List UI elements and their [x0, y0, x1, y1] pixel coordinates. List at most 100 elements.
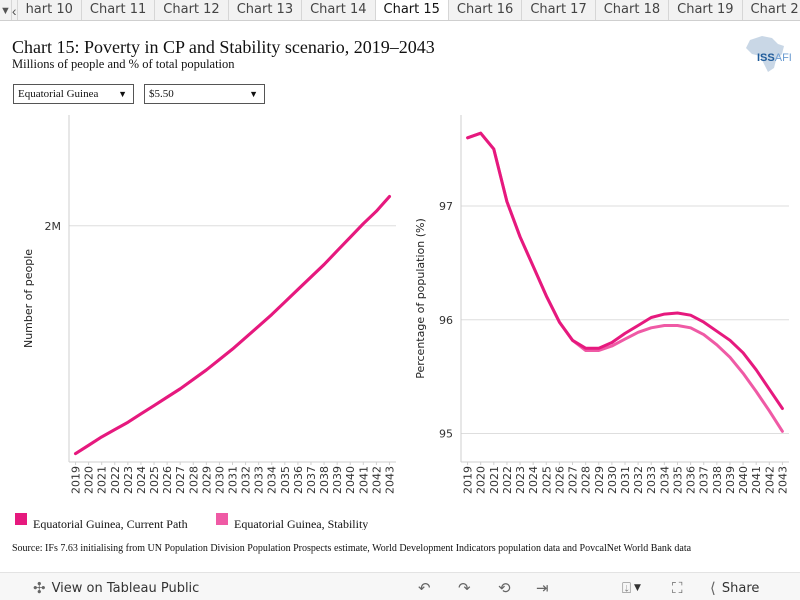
x-tick-label: 2027 [174, 466, 187, 494]
undo-icon: ↶ [418, 579, 431, 597]
x-tick-label: 2041 [357, 466, 370, 494]
redo-icon: ↷ [458, 579, 471, 597]
fullscreen-icon: ⛶ [672, 579, 683, 597]
tab-item[interactable]: Chart 19 [669, 0, 743, 20]
x-tick-label: 2026 [553, 466, 566, 494]
x-tick-label: 2034 [266, 466, 279, 494]
y-tick-label: 97 [439, 200, 453, 213]
y-axis-title: Percentage of population (%) [414, 218, 427, 379]
logo-wordmark: ISSAFI [757, 52, 792, 64]
threshold-select[interactable]: $5.50 ▼ [144, 84, 265, 104]
view-on-tableau-label: View on Tableau Public [51, 580, 200, 596]
tab-item[interactable]: hart 10 [18, 0, 82, 20]
threshold-select-value: $5.50 [149, 88, 174, 100]
x-tick-label: 2020 [475, 466, 488, 494]
y-tick-label: 2M [45, 220, 62, 233]
x-tick-label: 2033 [253, 466, 266, 494]
forward-icon: ⇥ [536, 579, 549, 597]
x-tick-label: 2028 [187, 466, 200, 494]
country-select[interactable]: Equatorial Guinea ▼ [13, 84, 134, 104]
tab-item[interactable]: Chart 11 [82, 0, 156, 20]
x-tick-label: 2042 [370, 466, 383, 494]
tableau-logo-icon: ✣ [33, 579, 46, 597]
tab-scroll-left-icon[interactable]: ‹ [12, 0, 18, 20]
x-tick-label: 2038 [318, 466, 331, 494]
series-line-stability[interactable] [466, 131, 784, 433]
share-button[interactable]: ⟨ Share [710, 579, 759, 597]
x-tick-label: 2019 [462, 466, 475, 494]
x-tick-label: 2031 [619, 466, 632, 494]
x-tick-label: 2022 [501, 466, 514, 494]
revert-icon: ⟲ [498, 579, 511, 597]
x-tick-label: 2029 [593, 466, 606, 494]
chevron-down-icon: ▼ [249, 89, 258, 99]
y-axis-title: Number of people [22, 249, 35, 348]
x-tick-label: 2037 [698, 466, 711, 494]
revert-button[interactable]: ⟲ [498, 579, 511, 597]
x-tick-label: 2024 [527, 466, 540, 494]
download-button[interactable]: ⍗ ▼ [622, 579, 641, 597]
legend-swatch-stability [216, 513, 228, 525]
x-tick-label: 2043 [776, 466, 789, 494]
tab-item[interactable]: Chart 15 [375, 0, 449, 20]
logo-text-accent: AFI [774, 52, 792, 64]
x-tick-label: 2026 [161, 466, 174, 494]
share-icon: ⟨ [710, 579, 716, 597]
x-tick-label: 2021 [488, 466, 501, 494]
country-select-value: Equatorial Guinea [18, 88, 99, 100]
x-tick-label: 2042 [763, 466, 776, 494]
x-tick-label: 2043 [383, 466, 396, 494]
x-tick-label: 2039 [331, 466, 344, 494]
x-tick-label: 2035 [671, 466, 684, 494]
tab-item[interactable]: Chart 14 [302, 0, 376, 20]
tab-item[interactable]: Chart 12 [155, 0, 229, 20]
legend-label-current-path: Equatorial Guinea, Current Path [33, 517, 188, 530]
x-tick-label: 2020 [83, 466, 96, 494]
x-tick-label: 2037 [305, 466, 318, 494]
x-tick-label: 2027 [567, 466, 580, 494]
x-tick-label: 2022 [109, 466, 122, 494]
x-tick-label: 2036 [685, 466, 698, 494]
x-tick-label: 2038 [711, 466, 724, 494]
source-note: Source: IFs 7.63 initialising from UN Po… [12, 543, 692, 554]
x-tick-label: 2035 [279, 466, 292, 494]
tab-item[interactable]: Chart 16 [449, 0, 523, 20]
x-tick-label: 2025 [148, 466, 161, 494]
series-line-stability[interactable] [74, 195, 391, 456]
series-line-current-path[interactable] [74, 195, 391, 456]
x-tick-label: 2030 [606, 466, 619, 494]
download-icon: ⍗ [622, 579, 632, 597]
forward-button[interactable]: ⇥ [536, 579, 549, 597]
x-tick-label: 2029 [200, 466, 213, 494]
y-tick-label: 96 [439, 314, 453, 327]
tab-item[interactable]: Chart 17 [522, 0, 596, 20]
x-tick-label: 2039 [724, 466, 737, 494]
legend-item-current-path[interactable]: Equatorial Guinea, Current Path [15, 512, 188, 530]
tab-item[interactable]: Chart 18 [596, 0, 670, 20]
page-subtitle: Millions of people and % of total popula… [12, 57, 235, 71]
tab-strip: ▼ ‹ hart 10 Chart 11 Chart 12 Chart 13 Chart… [0, 0, 800, 21]
x-tick-label: 2024 [135, 466, 148, 494]
x-tick-label: 2030 [213, 466, 226, 494]
legend-item-stability[interactable]: Equatorial Guinea, Stability [216, 512, 368, 530]
x-tick-label: 2034 [658, 466, 671, 494]
chevron-down-icon: ▼ [634, 583, 641, 593]
x-tick-label: 2032 [632, 466, 645, 494]
tab-menu-dropdown-icon[interactable]: ▼ [0, 0, 12, 20]
tab-item[interactable]: Chart 13 [229, 0, 303, 20]
x-tick-label: 2019 [70, 466, 83, 494]
view-on-tableau-link[interactable]: ✣ View on Tableau Public [33, 579, 199, 597]
x-tick-label: 2021 [96, 466, 109, 494]
x-tick-label: 2032 [240, 466, 253, 494]
undo-button[interactable]: ↶ [418, 579, 431, 597]
chevron-down-icon: ▼ [118, 89, 127, 99]
share-label: Share [721, 580, 760, 596]
fullscreen-button[interactable]: ⛶ [672, 579, 683, 597]
series-line-current-path[interactable] [466, 131, 784, 410]
page-title: Chart 15: Poverty in CP and Stability sc… [12, 37, 435, 57]
redo-button[interactable]: ↷ [458, 579, 471, 597]
x-tick-label: 2023 [514, 466, 527, 494]
tab-item[interactable]: Chart 2 [743, 0, 800, 20]
tableau-footer: ✣ View on Tableau Public ↶ ↷ ⟲ ⇥ ⍗ ▼ ⛶ ⟨ … [0, 572, 800, 600]
